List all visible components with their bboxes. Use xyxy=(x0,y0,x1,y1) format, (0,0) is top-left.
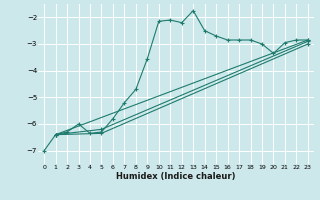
X-axis label: Humidex (Indice chaleur): Humidex (Indice chaleur) xyxy=(116,172,236,181)
